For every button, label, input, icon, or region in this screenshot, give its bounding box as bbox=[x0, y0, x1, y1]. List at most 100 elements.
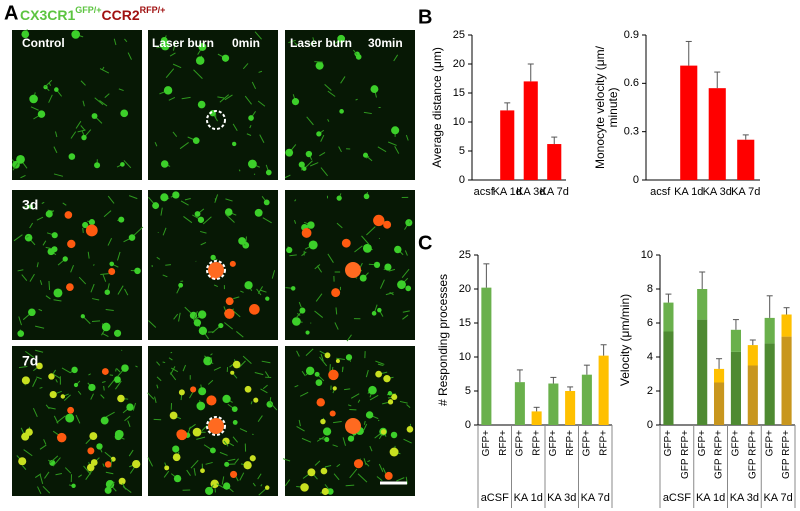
process bbox=[118, 88, 124, 92]
bar bbox=[581, 374, 592, 425]
cell bbox=[25, 428, 33, 436]
cell bbox=[65, 413, 75, 423]
cell bbox=[266, 400, 274, 408]
process bbox=[338, 146, 342, 153]
process bbox=[148, 320, 157, 328]
process bbox=[61, 367, 71, 374]
process bbox=[367, 460, 371, 463]
y-axis-label: Average distance (μm) bbox=[430, 47, 444, 168]
cell bbox=[383, 375, 391, 383]
monocyte bbox=[230, 470, 238, 478]
y-tick-label: 25 bbox=[453, 29, 465, 41]
process bbox=[37, 486, 42, 495]
process bbox=[192, 311, 198, 321]
process bbox=[127, 420, 131, 427]
process bbox=[324, 464, 332, 468]
cell bbox=[89, 432, 98, 441]
bar-segment bbox=[747, 365, 758, 425]
process bbox=[43, 439, 47, 445]
process bbox=[75, 414, 81, 424]
cell bbox=[94, 162, 101, 169]
monocyte bbox=[104, 461, 112, 468]
bar-label: GFP RFP+ bbox=[781, 430, 792, 479]
group-label: KA 1d bbox=[514, 492, 543, 504]
cell bbox=[200, 468, 205, 474]
process bbox=[78, 474, 82, 478]
process bbox=[207, 379, 214, 385]
y-tick-label: 15 bbox=[459, 317, 471, 329]
cell bbox=[336, 195, 342, 201]
y-tick-label: 5 bbox=[465, 385, 471, 397]
group-label: aCSF bbox=[481, 492, 509, 504]
process bbox=[309, 162, 319, 167]
cell bbox=[82, 221, 89, 229]
process bbox=[42, 240, 47, 246]
process bbox=[49, 455, 59, 464]
cell bbox=[290, 286, 296, 291]
process bbox=[100, 394, 105, 399]
cell bbox=[17, 330, 25, 337]
process bbox=[39, 444, 47, 450]
process bbox=[320, 167, 329, 177]
monocyte bbox=[85, 224, 98, 237]
process bbox=[289, 254, 297, 257]
process bbox=[260, 388, 268, 394]
cell bbox=[285, 148, 294, 157]
cell bbox=[391, 393, 398, 401]
process bbox=[30, 106, 39, 111]
process bbox=[170, 351, 173, 354]
burn-site bbox=[206, 110, 226, 130]
cell bbox=[197, 100, 206, 109]
cell bbox=[120, 109, 129, 118]
process bbox=[327, 118, 330, 122]
cell bbox=[389, 447, 399, 457]
process bbox=[327, 253, 334, 263]
cell bbox=[48, 373, 55, 380]
process bbox=[288, 39, 296, 44]
cell bbox=[368, 385, 377, 395]
cell bbox=[71, 483, 76, 489]
cell bbox=[203, 356, 213, 366]
bar-label: GFP+ bbox=[663, 430, 674, 457]
bar-label: GFP+ bbox=[548, 430, 559, 457]
process bbox=[312, 37, 315, 44]
process bbox=[354, 245, 363, 253]
process bbox=[319, 152, 326, 157]
process bbox=[296, 426, 305, 432]
process bbox=[333, 421, 342, 424]
process bbox=[23, 449, 33, 457]
cell bbox=[192, 137, 200, 144]
cell bbox=[104, 289, 111, 295]
process bbox=[78, 276, 87, 285]
process bbox=[93, 264, 95, 266]
gfp-sup: GFP/+ bbox=[75, 5, 101, 15]
process bbox=[213, 284, 218, 287]
process bbox=[90, 393, 94, 400]
micrograph bbox=[148, 30, 278, 180]
cell bbox=[68, 153, 76, 160]
cell bbox=[362, 243, 372, 253]
cell bbox=[265, 296, 270, 301]
bar-label: GFP RFP+ bbox=[680, 430, 691, 479]
process bbox=[26, 235, 29, 238]
process bbox=[52, 430, 60, 436]
bar-segment bbox=[747, 345, 758, 366]
monocyte bbox=[190, 386, 197, 393]
process bbox=[99, 100, 108, 107]
process bbox=[260, 484, 263, 487]
cell bbox=[387, 391, 393, 396]
bar-segment bbox=[697, 319, 708, 425]
process bbox=[408, 220, 411, 223]
monocyte bbox=[331, 288, 341, 298]
cell bbox=[114, 376, 121, 383]
bar-segment bbox=[781, 336, 792, 425]
y-tick-label: 15 bbox=[453, 87, 465, 99]
process bbox=[314, 264, 321, 270]
process bbox=[18, 365, 28, 369]
cell bbox=[18, 457, 27, 466]
cell bbox=[104, 486, 112, 494]
process bbox=[168, 96, 176, 101]
process bbox=[335, 307, 338, 315]
cell bbox=[160, 193, 169, 202]
monocyte bbox=[353, 459, 364, 469]
